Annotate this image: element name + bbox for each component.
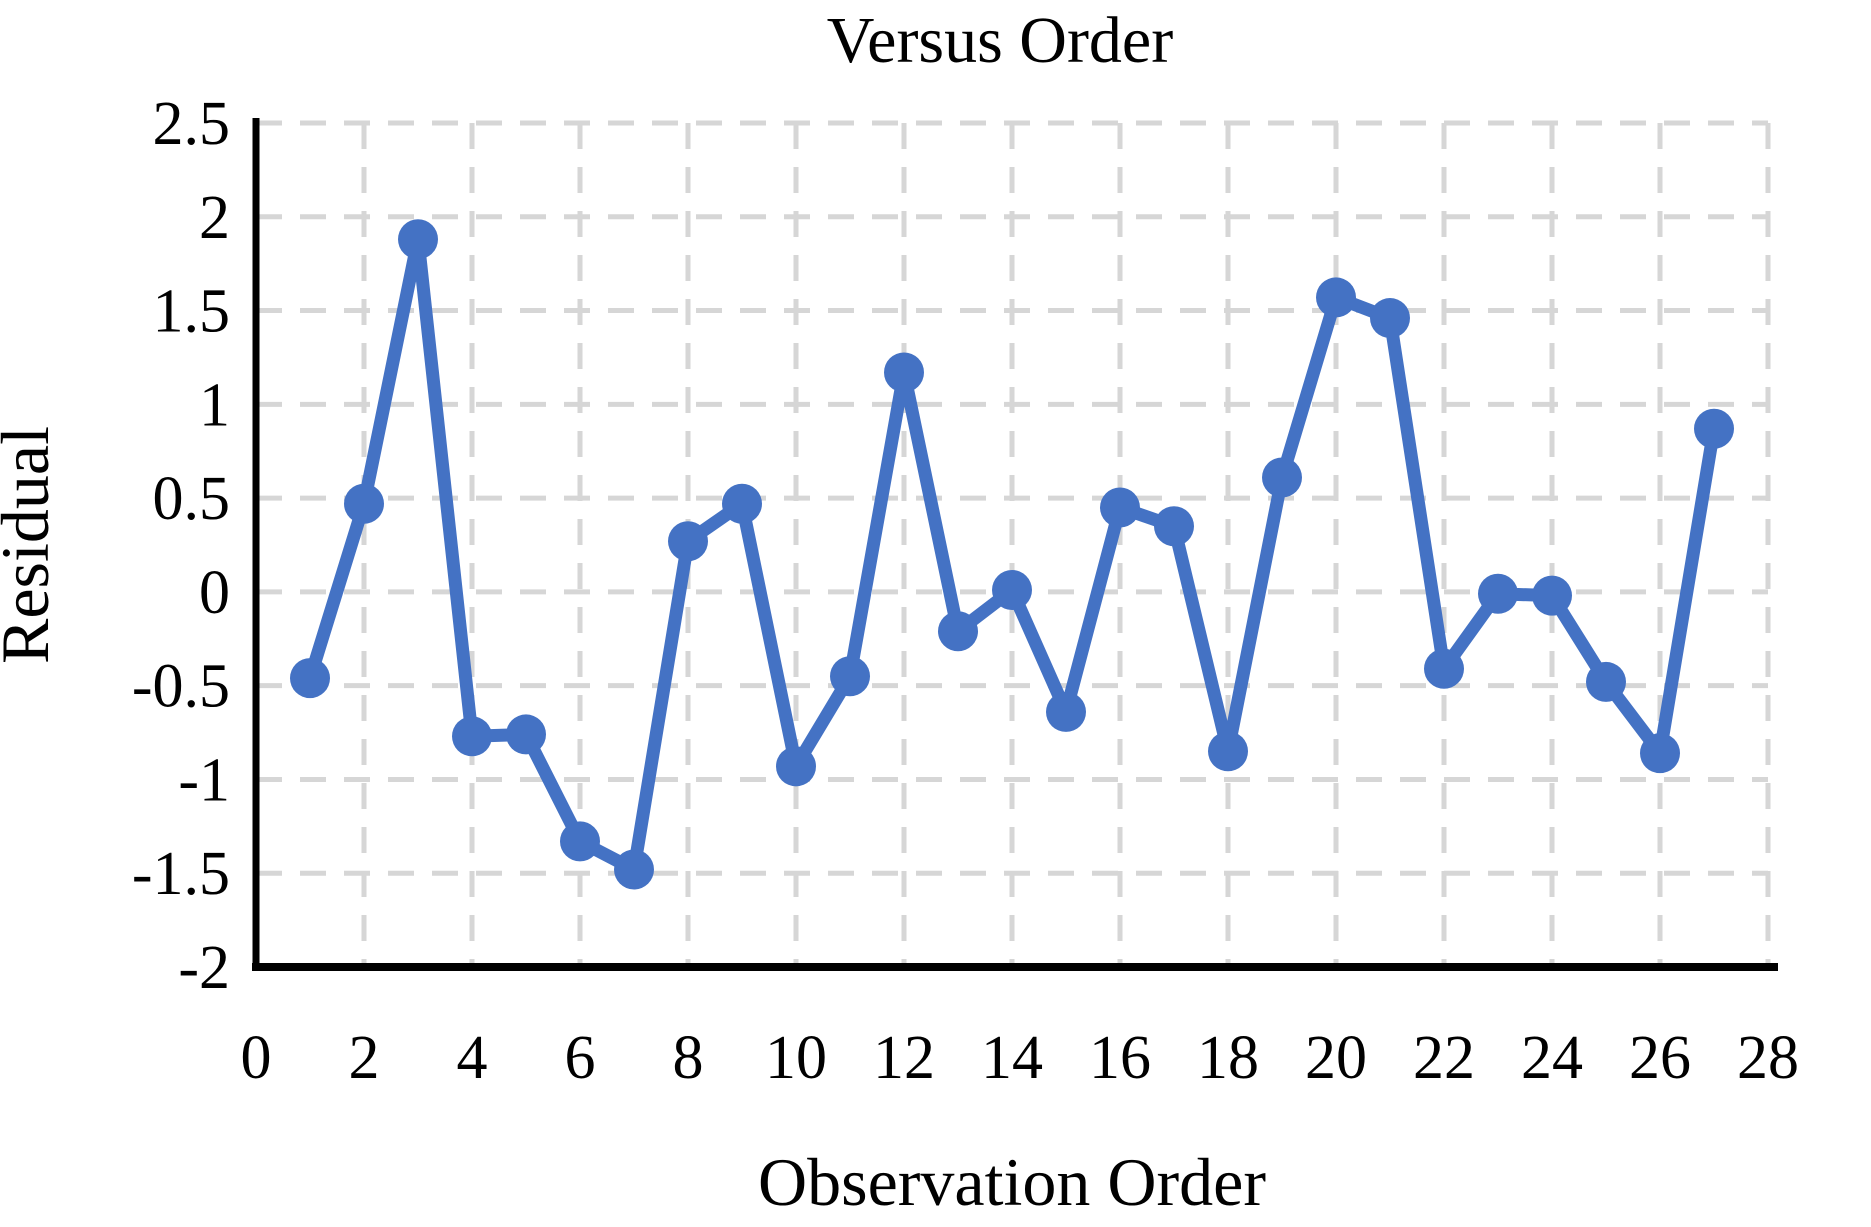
- data-point-11: [830, 656, 870, 697]
- data-point-7: [614, 849, 654, 890]
- series-line-residual: [303, 232, 1721, 876]
- data-point-22: [1424, 648, 1464, 689]
- tick-labels: 2.521.510.50-0.5-1-1.5-20 2 4 6 8 10 12 14 16 18 2…: [132, 90, 1799, 1092]
- data-point-19: [1262, 457, 1302, 498]
- data-point-16: [1100, 487, 1140, 528]
- x-tick-label-22: 22: [1413, 1024, 1475, 1092]
- data-point-1: [290, 658, 330, 699]
- data-point-12: [884, 352, 924, 393]
- x-tick-label-4: 4: [457, 1024, 488, 1092]
- x-tick-label-26: 26: [1629, 1024, 1691, 1092]
- x-tick-label-0: 0: [241, 1024, 272, 1092]
- x-tick-label-14: 14: [981, 1024, 1043, 1092]
- y-tick-label-0.5: 0.5: [153, 465, 231, 533]
- residual-series: [290, 219, 1734, 890]
- data-point-3: [398, 219, 438, 260]
- data-point-2: [344, 483, 384, 524]
- y-tick-label-1.5: 1.5: [153, 278, 231, 346]
- data-point-27: [1694, 408, 1734, 449]
- y-tick-label-2.5: 2.5: [153, 90, 231, 158]
- data-point-13: [938, 611, 978, 652]
- y-axis-title: Residual: [0, 426, 63, 664]
- data-point-6: [560, 821, 600, 862]
- data-point-15: [1046, 691, 1086, 732]
- y-tick-label-1: 1: [199, 371, 230, 439]
- data-point-20: [1316, 277, 1356, 318]
- data-point-10: [776, 746, 816, 787]
- x-tick-label-12: 12: [873, 1024, 935, 1092]
- data-point-18: [1208, 731, 1248, 772]
- axes: [252, 118, 1778, 971]
- x-tick-label-24: 24: [1521, 1024, 1583, 1092]
- x-tick-label-8: 8: [673, 1024, 704, 1092]
- x-tick-label-16: 16: [1089, 1024, 1151, 1092]
- data-point-8: [668, 521, 708, 562]
- x-tick-label-10: 10: [765, 1024, 827, 1092]
- x-tick-label-6: 6: [565, 1024, 596, 1092]
- data-point-9: [722, 483, 762, 524]
- x-tick-label-18: 18: [1197, 1024, 1259, 1092]
- y-tick-label--1: -1: [178, 746, 230, 814]
- data-point-17: [1154, 506, 1194, 547]
- x-tick-label-20: 20: [1305, 1024, 1367, 1092]
- data-point-26: [1640, 733, 1680, 774]
- data-point-24: [1532, 575, 1572, 616]
- x-axis-title: Observation Order: [758, 1144, 1266, 1220]
- data-point-4: [452, 716, 492, 757]
- data-point-23: [1478, 573, 1518, 614]
- y-tick-label--1.5: -1.5: [132, 840, 230, 908]
- data-point-21: [1370, 298, 1410, 339]
- x-tick-label-2: 2: [349, 1024, 380, 1092]
- y-tick-label--0.5: -0.5: [132, 653, 230, 721]
- data-point-5: [506, 714, 546, 755]
- y-tick-label--2: -2: [178, 934, 230, 1002]
- y-tick-label-0: 0: [199, 559, 230, 627]
- y-tick-label-2: 2: [199, 184, 230, 252]
- data-point-25: [1586, 661, 1626, 702]
- gridlines: [256, 120, 1771, 967]
- x-tick-label-28: 28: [1737, 1024, 1799, 1092]
- chart-title: Versus Order: [827, 4, 1173, 77]
- data-point-14: [992, 570, 1032, 611]
